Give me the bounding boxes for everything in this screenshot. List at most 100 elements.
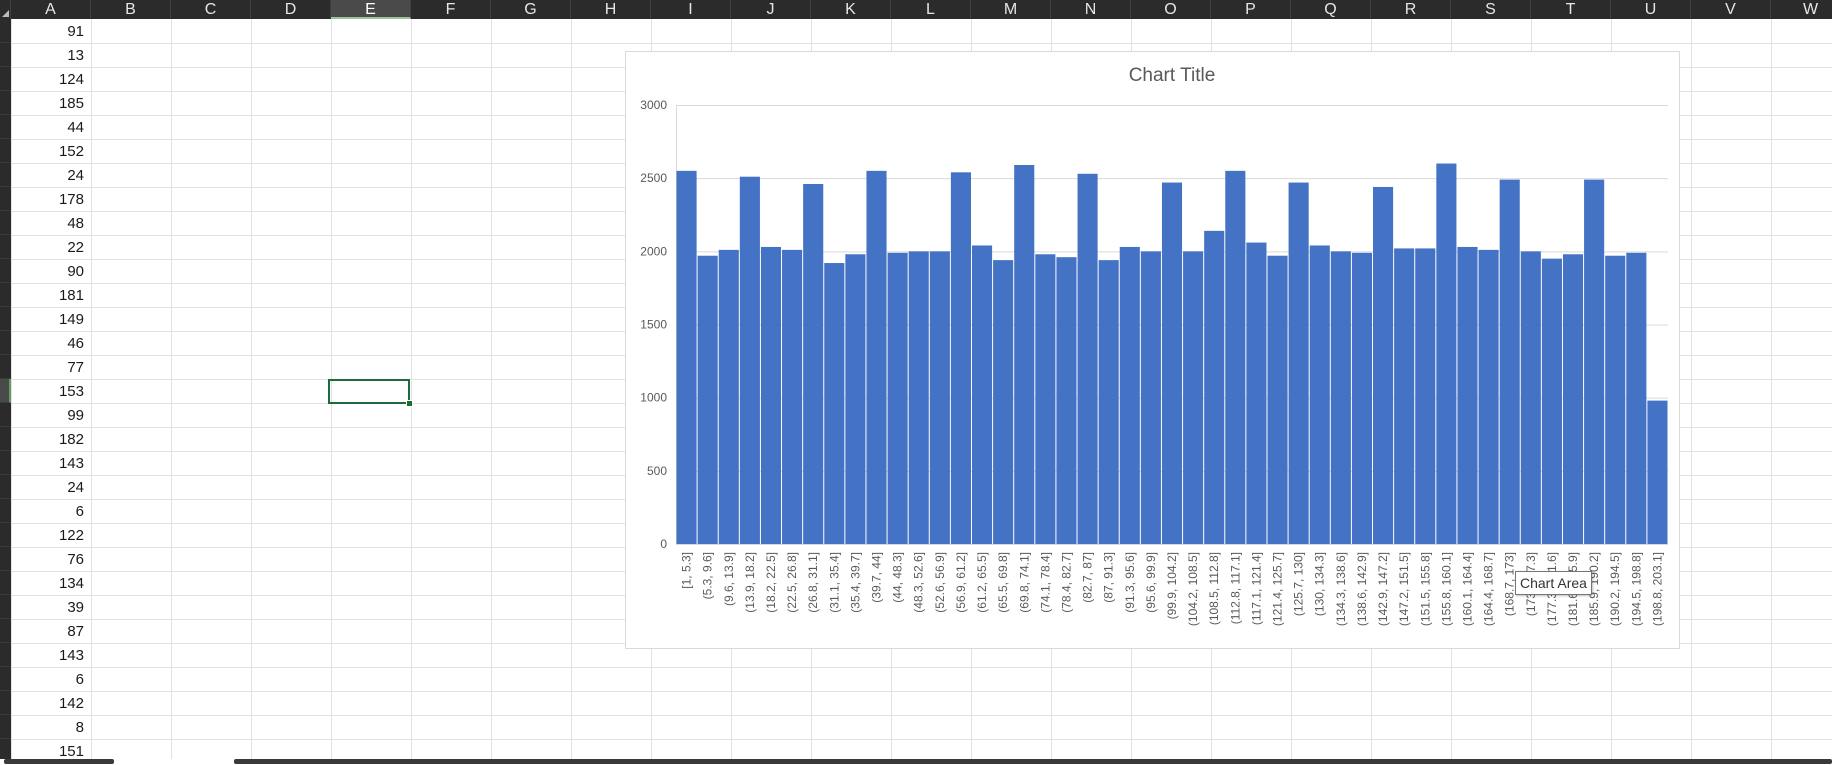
column-header-p[interactable]: P (1211, 0, 1291, 19)
histogram-bar (1605, 255, 1626, 544)
row-header-22[interactable] (0, 523, 11, 547)
x-tick-label: (52.6, 56.9] (933, 552, 947, 613)
cell-a9[interactable]: 48 (67, 215, 84, 232)
horizontal-scrollbar[interactable] (0, 759, 1832, 764)
column-header-t[interactable]: T (1531, 0, 1611, 19)
cell-a24[interactable]: 134 (58, 575, 84, 592)
cell-a20[interactable]: 24 (67, 479, 84, 496)
fill-handle[interactable] (406, 400, 413, 407)
column-header-d[interactable]: D (251, 0, 331, 19)
row-header-8[interactable] (0, 187, 11, 211)
cell-a23[interactable]: 76 (67, 551, 84, 568)
row-header-19[interactable] (0, 451, 11, 475)
row-header-14[interactable] (0, 331, 11, 355)
column-header-i[interactable]: I (651, 0, 731, 19)
cell-a25[interactable]: 39 (67, 599, 84, 616)
row-header-17[interactable] (0, 403, 11, 427)
cell-a3[interactable]: 124 (58, 71, 84, 88)
row-header-27[interactable] (0, 643, 11, 667)
column-header-q[interactable]: Q (1291, 0, 1371, 19)
column-header-f[interactable]: F (411, 0, 491, 19)
x-tick-label: [1, 5.3] (680, 552, 694, 589)
cell-a7[interactable]: 24 (67, 167, 84, 184)
cell-a27[interactable]: 143 (58, 647, 84, 664)
row-header-9[interactable] (0, 211, 11, 235)
selected-cell[interactable] (328, 379, 410, 404)
sheet-tab-scroll-track[interactable] (4, 759, 114, 764)
column-header-g[interactable]: G (491, 0, 571, 19)
row-header-2[interactable] (0, 43, 11, 67)
row-header-15[interactable] (0, 355, 11, 379)
row-header-7[interactable] (0, 163, 11, 187)
row-header-30[interactable] (0, 715, 11, 739)
cell-a18[interactable]: 182 (58, 431, 84, 448)
cell-a2[interactable]: 13 (67, 47, 84, 64)
column-header-o[interactable]: O (1131, 0, 1211, 19)
cell-a5[interactable]: 44 (67, 119, 84, 136)
cell-a30[interactable]: 8 (75, 719, 84, 736)
chart-area[interactable]: Chart Title 0 500 1000 1500 2000 2500 3000 [1, 5… (625, 51, 1680, 649)
cell-a28[interactable]: 6 (75, 671, 84, 688)
row-header-24[interactable] (0, 571, 11, 595)
y-tick-label: 3000 (640, 98, 667, 112)
cell-a29[interactable]: 142 (58, 695, 84, 712)
cell-a17[interactable]: 99 (67, 407, 84, 424)
cell-a31[interactable]: 151 (58, 743, 84, 760)
histogram-bar (887, 252, 908, 544)
column-header-r[interactable]: R (1371, 0, 1451, 19)
x-tick-label: (99.9, 104.2] (1165, 552, 1179, 619)
cell-a21[interactable]: 6 (75, 503, 84, 520)
column-header-s[interactable]: S (1451, 0, 1531, 19)
cell-a12[interactable]: 181 (58, 287, 84, 304)
row-header-6[interactable] (0, 139, 11, 163)
row-header-5[interactable] (0, 115, 11, 139)
row-header-29[interactable] (0, 691, 11, 715)
cell-a1[interactable]: 91 (67, 23, 84, 40)
row-header-18[interactable] (0, 427, 11, 451)
row-header-4[interactable] (0, 91, 11, 115)
cell-a19[interactable]: 143 (58, 455, 84, 472)
column-header-c[interactable]: C (171, 0, 251, 19)
column-header-l[interactable]: L (891, 0, 971, 19)
cell-a11[interactable]: 90 (67, 263, 84, 280)
cell-a4[interactable]: 185 (58, 95, 84, 112)
row-header-3[interactable] (0, 67, 11, 91)
row-header-28[interactable] (0, 667, 11, 691)
row-header-11[interactable] (0, 259, 11, 283)
y-tick-label: 2500 (640, 171, 667, 185)
cell-a8[interactable]: 178 (58, 191, 84, 208)
row-header-10[interactable] (0, 235, 11, 259)
column-header-n[interactable]: N (1051, 0, 1131, 19)
cell-a15[interactable]: 77 (67, 359, 84, 376)
row-header-16[interactable] (0, 379, 11, 403)
cell-a22[interactable]: 122 (58, 527, 84, 544)
column-header-b[interactable]: B (91, 0, 171, 19)
column-header-w[interactable]: W (1771, 0, 1832, 19)
column-header-u[interactable]: U (1611, 0, 1691, 19)
column-header-a[interactable]: A (11, 0, 91, 19)
row-header-25[interactable] (0, 595, 11, 619)
row-header-12[interactable] (0, 283, 11, 307)
column-header-m[interactable]: M (971, 0, 1051, 19)
cell-a26[interactable]: 87 (67, 623, 84, 640)
row-header-23[interactable] (0, 547, 11, 571)
cell-a13[interactable]: 149 (58, 311, 84, 328)
row-header-1[interactable] (0, 19, 11, 43)
row-header-13[interactable] (0, 307, 11, 331)
column-header-h[interactable]: H (571, 0, 651, 19)
row-header-20[interactable] (0, 475, 11, 499)
row-header-26[interactable] (0, 619, 11, 643)
cell-a14[interactable]: 46 (67, 335, 84, 352)
column-header-j[interactable]: J (731, 0, 811, 19)
cell-a10[interactable]: 22 (67, 239, 84, 256)
histogram-bar (1183, 251, 1204, 545)
select-all-corner[interactable] (0, 0, 11, 19)
column-header-v[interactable]: V (1691, 0, 1771, 19)
row-header-21[interactable] (0, 499, 11, 523)
horizontal-scroll-thumb[interactable] (234, 759, 1832, 764)
column-header-e[interactable]: E (331, 0, 411, 19)
cell-a6[interactable]: 152 (58, 143, 84, 160)
cell-a16[interactable]: 153 (58, 383, 84, 400)
column-header-k[interactable]: K (811, 0, 891, 19)
histogram-bar (1351, 252, 1373, 544)
